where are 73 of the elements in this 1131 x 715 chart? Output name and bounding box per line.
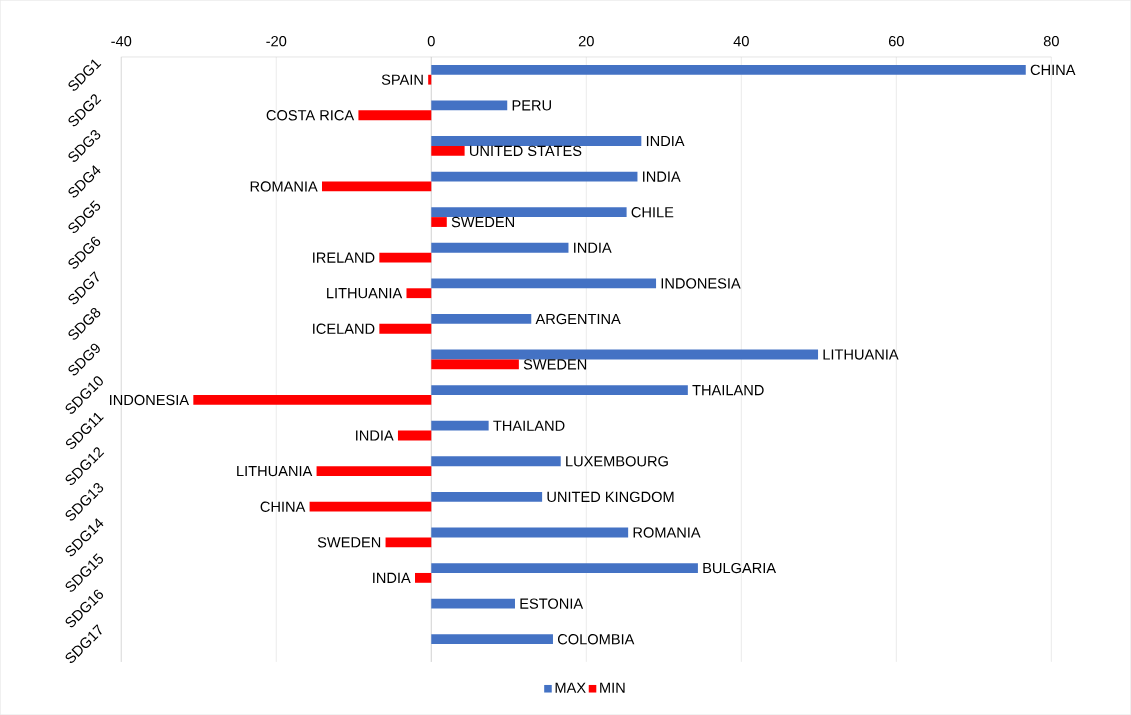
legend-label: MAX: [555, 682, 586, 693]
data-label: INDIA: [643, 171, 681, 182]
data-label: LITHUANIA: [823, 349, 899, 360]
bar: [431, 634, 553, 645]
data-label: ROMANIA: [250, 181, 318, 192]
x-tick-label: 20: [578, 35, 594, 47]
x-tick-label: 80: [1043, 35, 1059, 47]
data-label: UNITED KINGDOM: [547, 491, 674, 503]
data-label: ICELAND: [313, 323, 375, 334]
bar: [397, 430, 432, 441]
bar: [428, 74, 432, 85]
x-tick-label: 40: [733, 35, 749, 47]
bar: [431, 242, 569, 253]
data-label: ESTONIA: [520, 598, 584, 609]
data-label: INDIA: [574, 242, 612, 253]
bar: [431, 385, 688, 395]
data-label: IRELAND: [313, 252, 375, 263]
bar: [431, 598, 515, 609]
data-label: INDONESIA: [110, 394, 190, 406]
data-label: CHINA: [260, 501, 306, 512]
data-label: CHINA: [1030, 64, 1076, 75]
bar: [316, 466, 432, 476]
bar: [309, 501, 432, 512]
data-label: UNITED STATES: [469, 145, 582, 156]
bar: [406, 288, 432, 299]
bar: [431, 217, 447, 227]
data-label: LUXEMBOURG: [566, 456, 668, 467]
x-tick-label: 60: [888, 35, 904, 47]
bar: [379, 323, 432, 334]
x-tick-label: -20: [266, 35, 287, 47]
x-tick-label: 0: [427, 35, 435, 47]
data-label: INDIA: [373, 572, 411, 583]
data-label: THAILAND: [692, 385, 764, 396]
bar: [431, 563, 698, 573]
data-label: INDIA: [356, 430, 394, 441]
data-label: SWEDEN: [317, 537, 381, 548]
bar: [322, 181, 432, 192]
data-label: COSTA RICA: [266, 110, 355, 121]
bar: [431, 527, 629, 538]
bar: [431, 491, 543, 502]
data-label: PERU: [512, 100, 551, 111]
bar: [431, 136, 642, 146]
data-label: INDIA: [646, 135, 685, 147]
bar: [431, 420, 489, 431]
legend-label: MIN: [600, 682, 625, 693]
data-label: ARGENTINA: [535, 313, 621, 325]
bar: [431, 100, 508, 111]
bar: [431, 359, 519, 370]
bar: [431, 207, 627, 218]
data-label: ROMANIA: [633, 527, 701, 538]
bar: [385, 537, 432, 548]
data-label: THAILAND: [493, 420, 565, 431]
data-label: LITHUANIA: [327, 288, 403, 299]
x-tick-label: -40: [111, 35, 132, 47]
bar: [431, 456, 561, 467]
bar: [431, 145, 465, 156]
bar: [431, 278, 657, 289]
data-label: LITHUANIA: [237, 465, 313, 477]
data-label: SWEDEN: [523, 359, 587, 370]
bar: [431, 349, 819, 360]
data-label: BULGARIA: [703, 562, 777, 574]
bar: [431, 171, 638, 182]
data-label: COLOMBIA: [557, 634, 635, 645]
bar: [379, 252, 432, 263]
bar: [358, 110, 432, 121]
bar: [415, 572, 432, 583]
data-label: SWEDEN: [451, 216, 514, 228]
data-label: CHILE: [631, 206, 674, 218]
data-label: INDONESIA: [661, 278, 741, 289]
bar: [431, 313, 532, 324]
bar: [193, 394, 432, 405]
bar: [431, 64, 1026, 75]
data-label: SPAIN: [381, 74, 423, 85]
